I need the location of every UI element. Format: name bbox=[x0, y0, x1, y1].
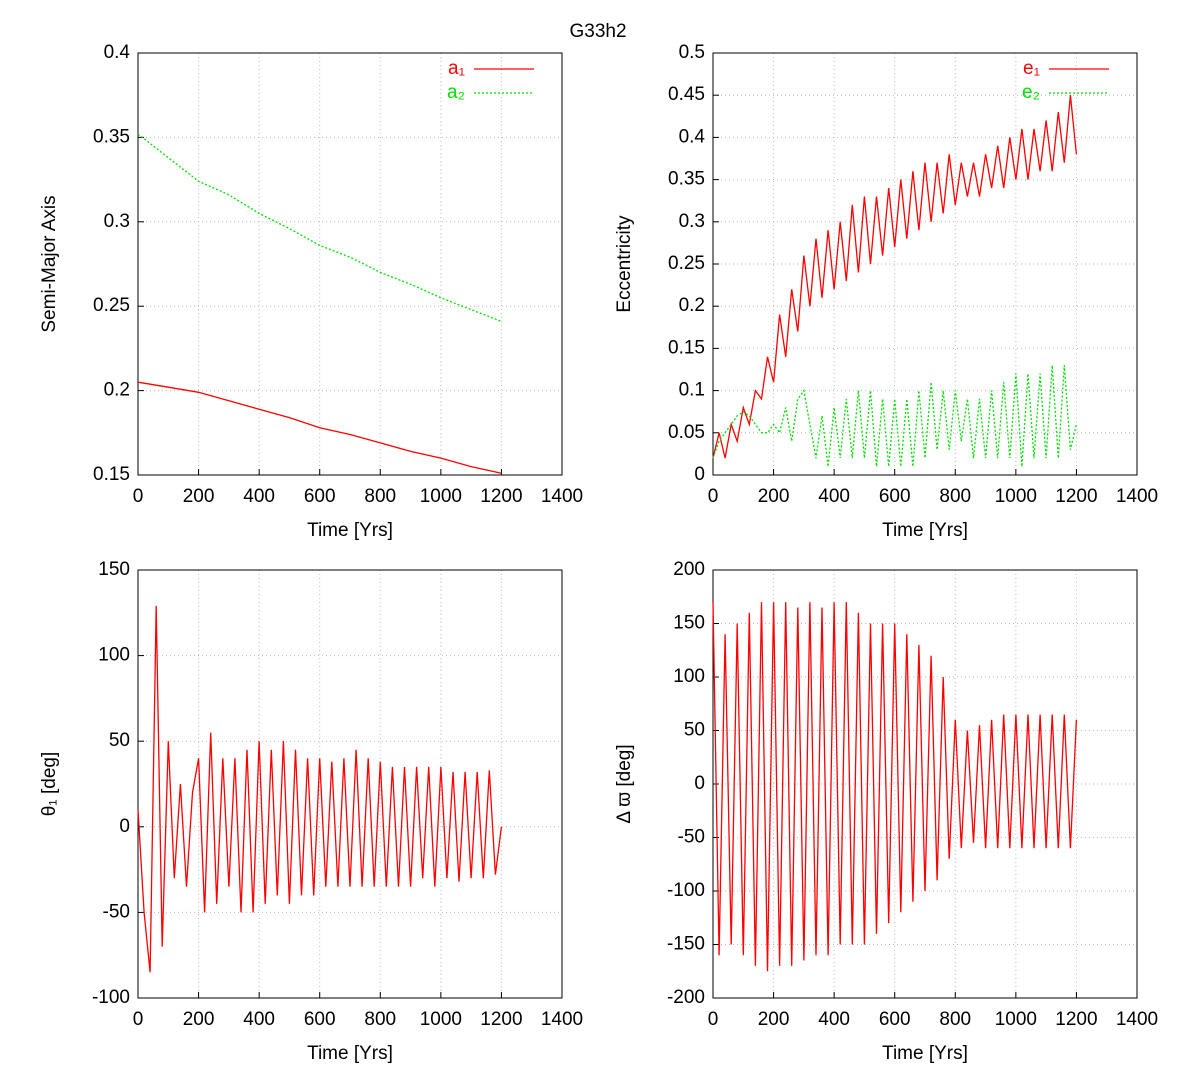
legend-label: e₂ bbox=[1022, 82, 1040, 103]
x-tick-label: 1200 bbox=[480, 1009, 522, 1030]
x-tick-label: 1400 bbox=[541, 486, 583, 507]
x-tick-label: 600 bbox=[879, 1009, 911, 1030]
x-tick-label: 600 bbox=[879, 486, 911, 507]
y-tick-label: 100 bbox=[673, 666, 705, 687]
x-tick-label: 800 bbox=[939, 486, 971, 507]
y-tick-label: 0.4 bbox=[104, 42, 131, 63]
y-tick-label: 0.3 bbox=[104, 211, 130, 232]
y-tick-label: 0.2 bbox=[679, 295, 705, 316]
y-tick-label: 0.5 bbox=[679, 42, 705, 63]
series-line bbox=[137, 605, 503, 973]
plot-frame bbox=[712, 52, 1138, 476]
y-tick-label: -200 bbox=[667, 987, 705, 1008]
y-axis-label: θ₁ [deg] bbox=[39, 752, 60, 817]
x-tick-label: 0 bbox=[133, 1009, 144, 1030]
y-tick-label: 0.25 bbox=[93, 295, 130, 316]
plot-frame bbox=[137, 52, 563, 476]
x-tick-label: 400 bbox=[818, 486, 850, 507]
x-tick-label: 800 bbox=[364, 1009, 396, 1030]
y-tick-label: 0 bbox=[119, 816, 130, 837]
x-axis-label: Time [Yrs] bbox=[882, 520, 968, 541]
figure-title: G33h2 bbox=[569, 21, 626, 42]
series-line bbox=[712, 95, 1078, 459]
x-tick-label: 200 bbox=[183, 486, 215, 507]
y-tick-label: 0 bbox=[694, 464, 705, 485]
plot-frame bbox=[137, 569, 563, 999]
x-tick-label: 1400 bbox=[1116, 1009, 1158, 1030]
y-tick-label: 0.1 bbox=[679, 380, 705, 401]
x-axis-label: Time [Yrs] bbox=[307, 520, 393, 541]
y-tick-label: 50 bbox=[109, 730, 130, 751]
y-tick-label: 100 bbox=[98, 645, 130, 666]
y-tick-label: 200 bbox=[673, 559, 705, 580]
series-line bbox=[712, 365, 1078, 467]
x-tick-label: 800 bbox=[939, 1009, 971, 1030]
plot-frame bbox=[712, 569, 1138, 999]
x-tick-label: 600 bbox=[304, 1009, 336, 1030]
y-tick-label: 0.15 bbox=[668, 337, 705, 358]
x-tick-label: 1000 bbox=[420, 1009, 462, 1030]
legend-label: e₁ bbox=[1023, 58, 1040, 79]
x-tick-label: 200 bbox=[758, 486, 790, 507]
y-tick-label: 0 bbox=[694, 773, 705, 794]
x-tick-label: 1000 bbox=[995, 486, 1037, 507]
x-tick-label: 1400 bbox=[541, 1009, 583, 1030]
legend-label: a₁ bbox=[448, 58, 465, 79]
y-axis-label: Semi-Major Axis bbox=[39, 195, 60, 332]
y-tick-label: 0.4 bbox=[679, 126, 706, 147]
x-tick-label: 1000 bbox=[420, 486, 462, 507]
x-tick-label: 1200 bbox=[480, 486, 522, 507]
y-tick-label: -100 bbox=[667, 880, 705, 901]
y-tick-label: 0.2 bbox=[104, 380, 130, 401]
x-tick-label: 800 bbox=[364, 486, 396, 507]
x-tick-label: 1200 bbox=[1055, 1009, 1097, 1030]
y-tick-label: 0.05 bbox=[668, 422, 705, 443]
y-tick-label: 0.3 bbox=[679, 211, 705, 232]
series-line bbox=[712, 602, 1078, 972]
x-tick-label: 1200 bbox=[1055, 486, 1097, 507]
x-tick-label: 400 bbox=[818, 1009, 850, 1030]
x-axis-label: Time [Yrs] bbox=[882, 1043, 968, 1064]
series-line bbox=[137, 133, 502, 323]
x-tick-label: 0 bbox=[708, 486, 719, 507]
y-tick-label: -50 bbox=[678, 827, 705, 848]
y-tick-label: 0.35 bbox=[93, 126, 130, 147]
x-tick-label: 200 bbox=[183, 1009, 215, 1030]
y-tick-label: 0.45 bbox=[668, 84, 705, 105]
x-axis-label: Time [Yrs] bbox=[307, 1043, 393, 1064]
y-tick-label: -150 bbox=[667, 934, 705, 955]
legend-label: a₂ bbox=[447, 82, 465, 103]
x-tick-label: 1400 bbox=[1116, 486, 1158, 507]
y-tick-label: 150 bbox=[98, 559, 130, 580]
y-tick-label: 0.25 bbox=[668, 253, 705, 274]
x-tick-label: 0 bbox=[133, 486, 144, 507]
x-tick-label: 0 bbox=[708, 1009, 719, 1030]
x-tick-label: 400 bbox=[243, 1009, 275, 1030]
y-tick-label: 0.15 bbox=[93, 464, 130, 485]
x-tick-label: 1000 bbox=[995, 1009, 1037, 1030]
y-axis-label: Eccentricity bbox=[614, 215, 635, 313]
x-tick-label: 600 bbox=[304, 486, 336, 507]
y-tick-label: 50 bbox=[684, 720, 705, 741]
y-tick-label: 0.35 bbox=[668, 169, 705, 190]
y-tick-label: -50 bbox=[103, 901, 130, 922]
y-tick-label: 150 bbox=[673, 613, 705, 634]
series-line bbox=[137, 381, 502, 474]
x-tick-label: 200 bbox=[758, 1009, 790, 1030]
y-axis-label: Δ ϖ [deg] bbox=[614, 744, 635, 823]
x-tick-label: 400 bbox=[243, 486, 275, 507]
y-tick-label: -100 bbox=[92, 987, 130, 1008]
